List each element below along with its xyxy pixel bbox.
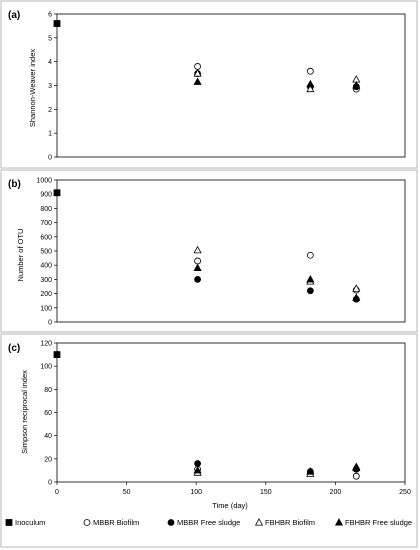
legend-item: MBBR Biofilm <box>83 518 139 527</box>
panel-c-label: (c) <box>8 343 20 354</box>
legend-label: MBBR Biofilm <box>93 518 139 527</box>
legend: Inoculum MBBR Biofilm MBBR Free sludge FBHB… <box>5 518 412 527</box>
panel-b-ylabel: Number of OTU <box>16 229 25 282</box>
y-tick-label: 2 <box>48 107 52 114</box>
y-tick-label: 1 <box>48 131 52 138</box>
panel-c-xlabel: Time (day) <box>212 501 248 510</box>
point-fbhbr-biofilm <box>193 245 202 254</box>
point-mbbr-biofilm <box>194 63 201 70</box>
y-tick-label: 4 <box>48 59 52 66</box>
legend-marker <box>254 518 264 526</box>
x-tick-label: 200 <box>330 489 342 496</box>
legend-label: Inoculum <box>15 518 45 527</box>
y-tick-label: 6 <box>48 12 52 19</box>
panel-a-ylabel: Shannon-Weaver index <box>28 49 37 127</box>
point-fbhbr-free-sludge <box>193 465 202 474</box>
legend-marker <box>83 519 91 526</box>
y-tick-label: 120 <box>40 341 52 348</box>
point-mbbr-biofilm <box>306 67 314 75</box>
legend-marker <box>5 519 13 526</box>
legend-label: FBHBR Biofilm <box>265 518 315 527</box>
point-mbbr-biofilm <box>194 257 201 265</box>
legend-item: Inoculum <box>5 518 45 527</box>
panel-c-plot: 0 20 40 60 80 100 120 0 50 100 150 200 250 <box>40 341 411 497</box>
y-tick-label: 0 <box>48 480 52 487</box>
y-tick-label: 3 <box>48 83 52 90</box>
y-tick-label: 0 <box>48 320 52 327</box>
plot-area <box>56 13 406 158</box>
point-mbbr-biofilm <box>306 251 314 259</box>
x-tick-label: 0 <box>55 489 59 496</box>
y-tick-label: 200 <box>40 291 52 298</box>
y-tick-label: 5 <box>48 35 52 42</box>
point-inoculum <box>53 351 61 358</box>
y-tick-label: 0 <box>48 155 52 162</box>
panel-c-frame <box>0 333 418 548</box>
point-mbbr-free-sludge <box>194 275 201 283</box>
legend-label: MBBR Free sludge <box>177 518 240 527</box>
legend-marker <box>167 519 175 526</box>
panel-b-plot: 0 100 200 300 400 500 600 700 800 900 1000 <box>36 178 406 327</box>
point-mbbr-free-sludge <box>306 287 314 295</box>
y-tick-label: 300 <box>40 277 52 284</box>
point-fbhbr-free-sludge <box>352 463 361 472</box>
point-fbhbr-free-sludge <box>306 274 315 283</box>
point-mbbr-biofilm <box>352 472 360 480</box>
legend-item: FBHBR Biofilm <box>254 518 315 527</box>
point-fbhbr-free-sludge <box>193 263 202 272</box>
y-tick-label: 600 <box>40 234 52 241</box>
panel-a: (a) Shannon-Weaver index 0 1 2 3 4 5 6 <box>0 0 418 169</box>
point-mbbr-free-sludge <box>194 460 201 467</box>
y-tick-label: 60 <box>44 410 52 417</box>
point-fbhbr-free-sludge <box>352 293 361 301</box>
panel-b-frame <box>0 169 418 333</box>
y-tick-label: 20 <box>44 456 52 463</box>
plot-area <box>56 342 406 483</box>
point-fbhbr-free-sludge <box>306 79 315 88</box>
point-fbhbr-biofilm <box>306 84 315 93</box>
y-tick-label: 100 <box>40 364 52 371</box>
panel-b-label: (b) <box>8 179 21 190</box>
y-tick-label: 1000 <box>36 178 52 185</box>
y-tick-label: 900 <box>40 192 52 199</box>
legend-label: FBHBR Free sludge <box>345 518 412 527</box>
panel-a-plot: 0 1 2 3 4 5 6 <box>48 12 406 162</box>
point-inoculum <box>53 189 61 197</box>
point-fbhbr-biofilm <box>193 69 202 77</box>
y-tick-label: 700 <box>40 220 52 227</box>
point-inoculum <box>53 20 61 27</box>
x-tick-label: 100 <box>190 489 202 496</box>
y-tick-label: 100 <box>40 305 52 312</box>
y-tick-label: 800 <box>40 206 52 213</box>
point-fbhbr-free-sludge <box>306 467 315 475</box>
panel-a-label: (a) <box>8 10 20 21</box>
legend-item: FBHBR Free sludge <box>334 518 412 527</box>
x-tick-label: 150 <box>260 489 272 496</box>
y-tick-label: 80 <box>44 387 52 394</box>
panel-c-ylabel: Simpson reciprocal index <box>20 370 29 454</box>
legend-item: MBBR Free sludge <box>167 518 240 527</box>
point-fbhbr-free-sludge <box>352 81 361 89</box>
y-tick-label: 400 <box>40 263 52 270</box>
panel-a-frame <box>0 0 418 169</box>
legend-marker <box>334 518 344 526</box>
panel-c: (c) Simpson reciprocal index 0 20 40 60 80 10… <box>0 333 418 548</box>
x-tick-label: 50 <box>123 489 131 496</box>
point-fbhbr-biofilm <box>352 284 361 292</box>
y-tick-label: 40 <box>44 433 52 440</box>
y-tick-label: 500 <box>40 249 52 256</box>
panel-b: (b) Number of OTU 0 100 200 300 400 500 600 700… <box>0 169 418 333</box>
point-fbhbr-free-sludge <box>193 77 202 85</box>
x-tick-label: 250 <box>399 489 411 496</box>
